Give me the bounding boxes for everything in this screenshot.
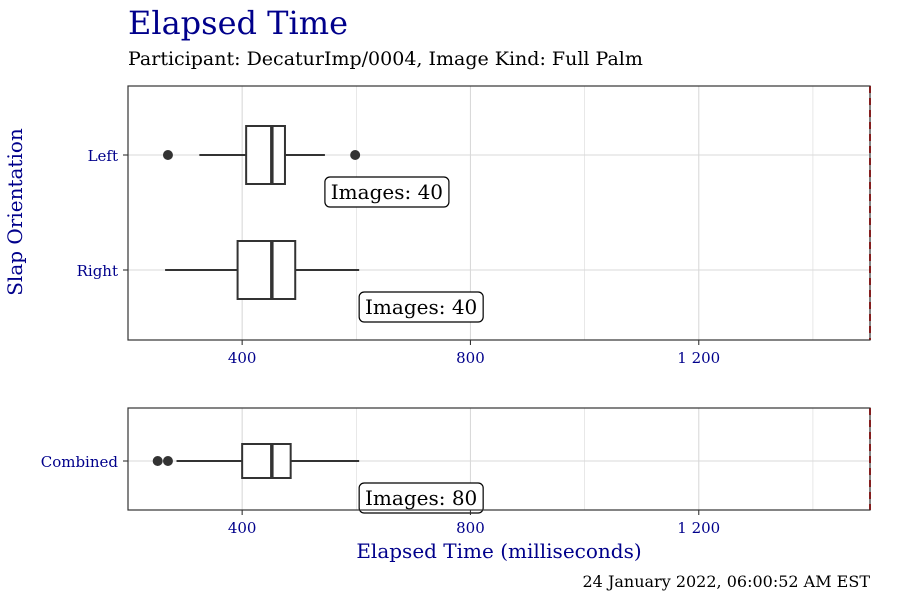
count-annotation-box [358,291,484,323]
timestamp-footer: 24 January 2022, 06:00:52 AM EST [582,572,871,591]
x-tick-label: 1 200 [677,519,720,537]
box-iqr [245,125,286,185]
category-label: Combined [41,453,119,471]
chart-title: Elapsed Time [128,4,349,42]
combined-panel: Combined Images: 80 400 800 1 200 [41,407,871,537]
x-tick-label: 800 [456,349,485,367]
count-annotation-box [324,176,450,208]
x-tick-label: 800 [456,519,485,537]
outlier-point [162,150,173,160]
outlier-point [152,456,163,466]
x-axis-label: Elapsed Time (milliseconds) [356,539,641,563]
outlier-point [162,456,173,466]
count-annotation: Images: 80 [365,486,477,510]
slap-orientation-panel: Left Images: 40 Right Images: 40 400 800 1 200 [77,85,871,367]
count-annotation: Images: 40 [365,295,477,319]
category-label: Right [77,262,118,280]
count-annotation: Images: 40 [331,180,443,204]
y-axis-label: Slap Orientation [3,128,27,296]
panel-border [127,407,871,511]
box-iqr [236,240,297,300]
chart-subtitle: Participant: DecaturImp/0004, Image Kind… [128,48,643,70]
count-annotation-box [358,482,484,514]
panel-border [127,85,871,341]
outlier-point [350,150,361,160]
category-label: Left [88,147,118,165]
x-tick-label: 1 200 [677,349,720,367]
x-tick-label: 400 [228,519,257,537]
box-iqr [241,443,292,479]
x-tick-label: 400 [228,349,257,367]
